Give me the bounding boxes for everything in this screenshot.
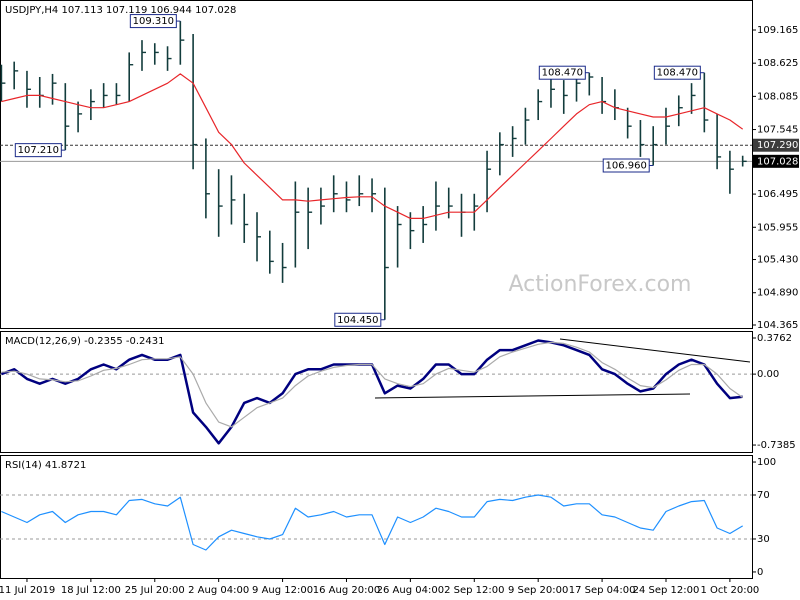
y-tick-label: 0.00 [757,369,779,380]
y-tick-label: 104.365 [757,320,798,331]
x-tick-label: 11 Jul 2019 [0,585,55,596]
trend-line [559,338,751,363]
x-tick-label: 2 Sep 12:00 [444,585,504,596]
y-tick-label: 109.165 [757,25,798,36]
x-tick-label: 16 Aug 20:00 [313,585,380,596]
trend-line [374,393,691,399]
x-tick-label: 24 Sep 12:00 [633,585,700,596]
annotation-label: 108.470 [657,68,698,79]
y-tick-label: 106.495 [757,189,798,200]
annotation-label: 106.960 [606,161,647,172]
y-tick-label: -0.7385 [757,440,796,451]
y-tick-label: 100 [757,457,776,468]
y-tick-label: 108.085 [757,91,798,102]
x-tick-label: 25 Jul 20:00 [125,585,185,596]
price-level-label: 107.028 [757,156,798,167]
chart-title: USDJPY,H4 107.113 107.119 106.944 107.02… [5,5,236,16]
watermark: ActionForex.com [509,272,692,297]
y-tick-label: 0.3762 [757,333,792,344]
price-level-box [753,154,799,168]
x-tick-label: 26 Aug 04:00 [377,585,444,596]
x-tick-label: 9 Aug 12:00 [252,585,313,596]
macd-title: MACD(12,26,9) -0.2355 -0.2431 [5,336,165,347]
y-tick-label: 105.955 [757,222,798,233]
x-tick-label: 18 Jul 12:00 [61,585,121,596]
x-tick-label: 1 Oct 20:00 [700,585,759,596]
y-tick-label: 0 [757,567,763,578]
x-tick-label: 2 Aug 04:00 [188,585,249,596]
annotation-label: 108.470 [542,68,583,79]
x-tick-label: 9 Sep 20:00 [508,585,568,596]
price-level-label: 107.290 [757,140,798,151]
annotation-label: 107.210 [18,145,59,156]
x-tick-label: 17 Sep 04:00 [569,585,636,596]
series-line [1,341,744,428]
annotation-label: 109.310 [133,16,174,27]
y-tick-label: 70 [757,490,770,501]
y-tick-label: 105.430 [757,255,798,266]
y-tick-label: 104.890 [757,288,798,299]
y-tick-label: 108.625 [757,58,798,69]
macd-panel [0,331,753,453]
y-tick-label: 107.545 [757,125,798,136]
series-line [1,73,744,219]
annotation-label: 104.450 [337,315,378,326]
price-panel [0,0,753,329]
rsi-panel [0,455,753,579]
rsi-title: RSI(14) 41.8721 [5,460,86,471]
price-level-box [753,138,799,152]
y-tick-label: 30 [757,534,770,545]
series-line [1,494,744,551]
